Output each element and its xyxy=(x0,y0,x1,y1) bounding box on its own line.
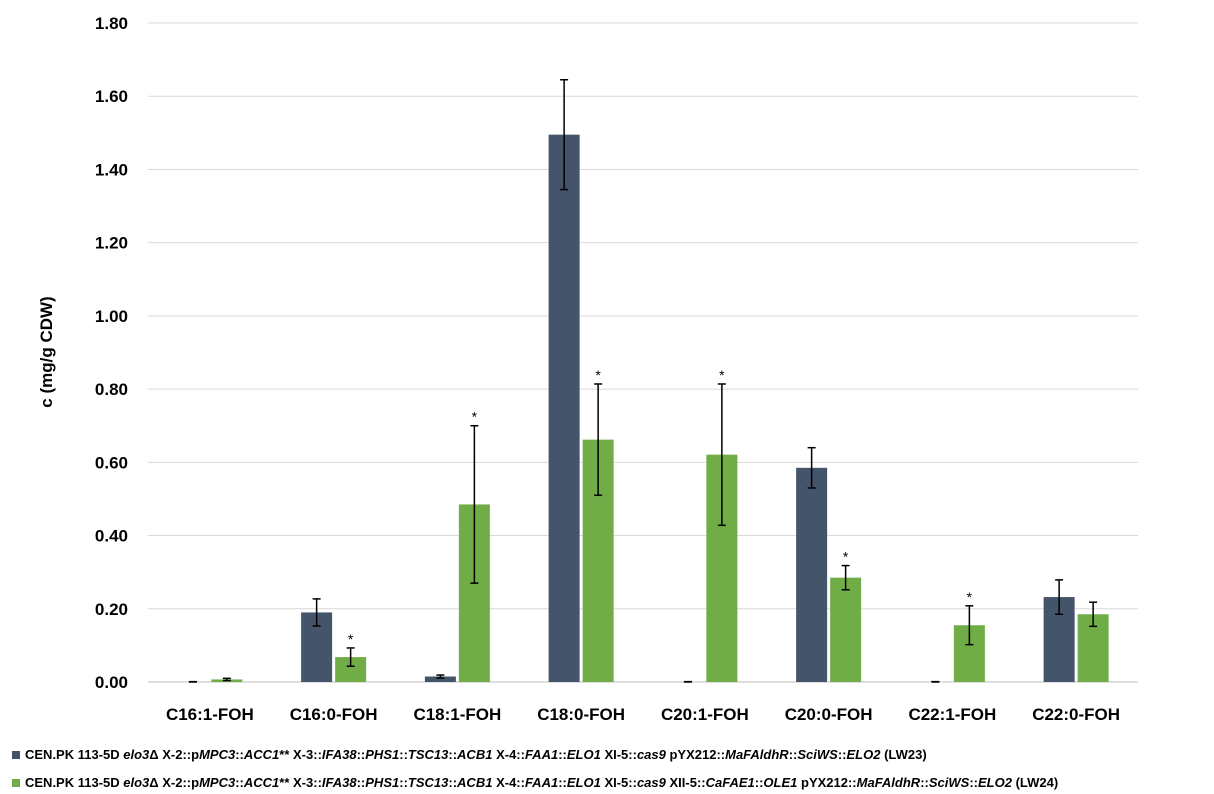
significance-star: * xyxy=(719,367,725,383)
significance-star: * xyxy=(967,589,973,605)
error-bar xyxy=(594,383,603,497)
bar-lw23 xyxy=(548,134,580,683)
y-tick-label: 0.20 xyxy=(95,600,128,619)
y-tick-labels: 0.00 0.20 0.40 0.60 0.80 1.00 1.20 1.40 1.60 1.80 xyxy=(95,14,128,692)
significance-star: * xyxy=(472,409,478,425)
y-tick-label: 1.80 xyxy=(95,14,128,33)
gridlines xyxy=(148,22,1138,683)
error-bar xyxy=(965,605,974,646)
significance-markers: * * * * * * xyxy=(348,367,973,647)
category-label: C18:1-FOH xyxy=(413,705,501,724)
error-bar xyxy=(1055,579,1064,616)
error-bar xyxy=(312,598,321,627)
bar-lw23 xyxy=(424,676,456,682)
error-bar xyxy=(470,424,479,584)
category-label: C16:1-FOH xyxy=(166,705,254,724)
y-axis-label: c (mg/g CDW) xyxy=(37,296,56,407)
bar-lw23 xyxy=(796,467,828,682)
y-tick-label: 0.00 xyxy=(95,673,128,692)
bar-lw24 xyxy=(830,577,862,682)
error-bar xyxy=(436,674,445,679)
legend-label: CEN.PK 113-5D elo3Δ X-2::pMPC3::ACC1** X… xyxy=(25,775,1059,790)
error-bar xyxy=(717,383,726,527)
error-bar xyxy=(560,78,569,191)
category-label: C20:1-FOH xyxy=(661,705,749,724)
legend-swatch xyxy=(12,779,20,787)
error-bars xyxy=(188,78,1098,683)
y-tick-label: 1.60 xyxy=(95,87,128,106)
y-tick-label: 1.20 xyxy=(95,234,128,253)
category-label: C18:0-FOH xyxy=(537,705,625,724)
significance-star: * xyxy=(348,631,354,647)
y-tick-label: 0.40 xyxy=(95,527,128,546)
y-tick-label: 0.60 xyxy=(95,453,128,472)
y-tick-label: 1.00 xyxy=(95,307,128,326)
significance-star: * xyxy=(595,367,601,383)
legend-item-lw23: CEN.PK 113-5D elo3Δ X-2::pMPC3::ACC1** X… xyxy=(12,747,927,762)
error-bar xyxy=(807,446,816,489)
category-label: C20:0-FOH xyxy=(785,705,873,724)
error-bar xyxy=(346,647,355,668)
category-label: C16:0-FOH xyxy=(290,705,378,724)
error-bar xyxy=(1089,601,1098,628)
category-label: C22:1-FOH xyxy=(908,705,996,724)
y-tick-label: 1.40 xyxy=(95,160,128,179)
bars xyxy=(211,134,1109,683)
legend-item-lw24: CEN.PK 113-5D elo3Δ X-2::pMPC3::ACC1** X… xyxy=(12,775,1058,790)
legend-label: CEN.PK 113-5D elo3Δ X-2::pMPC3::ACC1** X… xyxy=(25,747,927,762)
significance-star: * xyxy=(843,549,849,565)
category-labels: C16:1-FOH C16:0-FOH C18:1-FOH C18:0-FOH C20:… xyxy=(166,705,1120,724)
y-tick-label: 0.80 xyxy=(95,380,128,399)
error-bar xyxy=(841,564,850,591)
error-bar xyxy=(222,677,231,682)
legend-swatch xyxy=(12,751,20,759)
category-label: C22:0-FOH xyxy=(1032,705,1120,724)
